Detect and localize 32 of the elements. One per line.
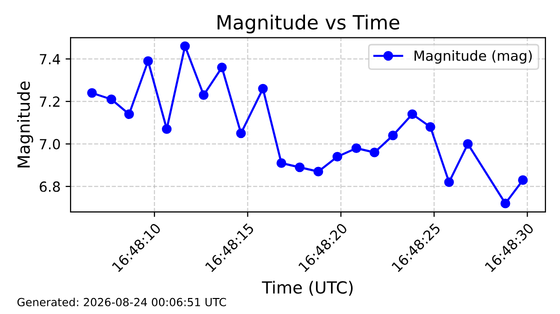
point — [162, 124, 172, 134]
point — [352, 143, 362, 154]
point — [106, 94, 116, 104]
point — [426, 122, 436, 132]
x-axis-title: Time (UTC) — [262, 280, 353, 296]
point — [87, 88, 97, 98]
point — [276, 158, 286, 168]
point — [444, 177, 454, 188]
point — [198, 90, 209, 100]
point — [294, 162, 305, 172]
point — [370, 148, 380, 158]
point — [180, 41, 190, 52]
text: Generated: 2026-08-24 00:06:51 UTC — [17, 298, 226, 306]
point — [217, 62, 227, 72]
y-axis-title: Magnitude — [17, 82, 34, 168]
legend-label: Magnitude (mag) — [414, 50, 532, 64]
point — [462, 139, 473, 149]
y-tick-label: 6.8 — [40, 181, 60, 192]
point — [332, 152, 342, 162]
point — [500, 198, 510, 208]
point — [258, 84, 268, 94]
point — [518, 175, 528, 185]
chart-title: Magnitude vs Time — [218, 14, 400, 34]
point — [143, 56, 153, 66]
y-tick-label: 7.4 — [40, 54, 60, 64]
point — [236, 128, 246, 138]
point — [124, 109, 134, 120]
point — [407, 109, 418, 120]
point — [313, 166, 324, 176]
y-tick-label: 7.2 — [40, 96, 60, 107]
point — [388, 130, 398, 140]
y-tick-label: 7.0 — [40, 138, 60, 150]
